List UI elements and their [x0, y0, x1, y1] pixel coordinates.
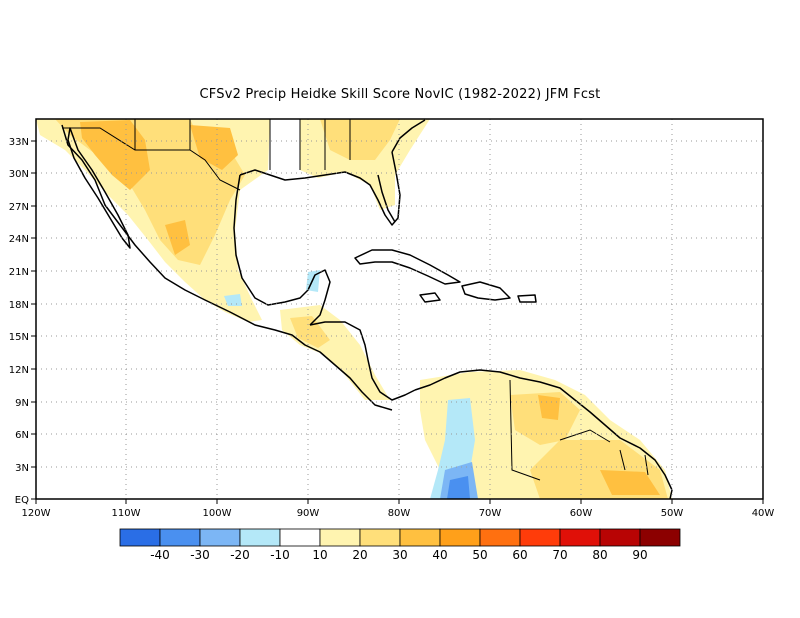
- colorbar-swatch: [359, 528, 401, 547]
- lon-label: 60W: [570, 508, 593, 519]
- lon-label: 50W: [661, 508, 684, 519]
- skill-shading: [36, 119, 672, 499]
- border-south-america: [509, 379, 649, 481]
- colorbar-label: -40: [150, 548, 170, 562]
- skill-region-blue-colombia-core: [447, 476, 470, 499]
- colorbar-swatch: [119, 528, 161, 547]
- axis-ticks: [31, 140, 764, 504]
- colorbar-swatch: [479, 528, 521, 547]
- colorbar-label: 50: [472, 548, 487, 562]
- colorbar-label: 90: [632, 548, 647, 562]
- borders: [62, 119, 649, 481]
- colorbar-label: 40: [432, 548, 447, 562]
- coast-ca-caribbean: [309, 321, 416, 401]
- colorbar-label: 10: [312, 548, 327, 562]
- lon-label: 80W: [388, 508, 411, 519]
- coast-jamaica: [419, 292, 441, 303]
- lat-label: 30N: [9, 169, 29, 180]
- colorbar-label: -20: [230, 548, 250, 562]
- colorbar-label: 60: [512, 548, 527, 562]
- coast-florida: [377, 174, 396, 223]
- colorbar-label: 20: [352, 548, 367, 562]
- colorbar-swatch: [199, 528, 241, 547]
- lat-label: 24N: [9, 234, 29, 245]
- colorbar-swatch: [159, 528, 201, 547]
- lat-label: 12N: [9, 365, 29, 376]
- colorbar-swatch: [279, 528, 321, 547]
- lon-labels: 120W 110W 100W 90W 80W 70W 60W 50W 40W: [22, 508, 775, 519]
- lon-label: 90W: [297, 508, 320, 519]
- coast-puerto-rico: [517, 294, 537, 303]
- colorbar-swatch: [439, 528, 481, 547]
- colorbar-swatch: [639, 528, 681, 547]
- skill-region-venezuela: [510, 392, 580, 445]
- lon-label: 110W: [112, 508, 141, 519]
- lat-label: 33N: [9, 137, 29, 148]
- lat-label: 21N: [9, 267, 29, 278]
- skill-region-venezuela-core: [538, 395, 560, 420]
- skill-region-blue-oaxaca: [224, 294, 242, 306]
- skill-region-texas: [190, 125, 238, 170]
- lat-label: 27N: [9, 202, 29, 213]
- coast-south-america: [414, 369, 673, 499]
- colorbar-swatch: [399, 528, 441, 547]
- colorbar-swatch: [319, 528, 361, 547]
- coast-cuba: [354, 249, 461, 285]
- border-us-states: [134, 119, 351, 170]
- colorbar-swatch: [559, 528, 601, 547]
- border-us-mexico: [62, 127, 241, 191]
- lon-label: 70W: [479, 508, 502, 519]
- coast-baja: [67, 127, 131, 249]
- colorbar-label: 80: [592, 548, 607, 562]
- colorbar-swatch: [599, 528, 641, 547]
- skill-region-brazil-north: [600, 470, 660, 495]
- lon-label: 100W: [203, 508, 232, 519]
- lat-label: 9N: [15, 398, 29, 409]
- colorbar-label: -30: [190, 548, 210, 562]
- colorbar-swatch: [239, 528, 281, 547]
- coast-mexico-pacific: [61, 124, 393, 411]
- gridlines: [36, 119, 763, 499]
- skill-region-central-mex: [165, 220, 190, 255]
- colorbar-label: 70: [552, 548, 567, 562]
- lon-label: 40W: [752, 508, 775, 519]
- colorbar-label: -10: [270, 548, 290, 562]
- coast-us-east: [391, 119, 426, 153]
- coast-gulf: [239, 151, 401, 226]
- lat-label: 3N: [15, 463, 29, 474]
- lat-label: 6N: [15, 430, 29, 441]
- lat-label: 18N: [9, 300, 29, 311]
- lat-label: EQ: [15, 495, 29, 506]
- lon-label: 120W: [22, 508, 51, 519]
- colorbar-label: 30: [392, 548, 407, 562]
- map-title: CFSv2 Precip Heidke Skill Score NovIC (1…: [199, 87, 601, 102]
- skill-region-se-us-mid: [320, 119, 400, 160]
- coast-hispaniola: [461, 281, 511, 301]
- colorbar: -40 -30 -20 -10 10 20 30 40 50 60 70 80 90: [119, 528, 681, 562]
- skill-region-ca-mid: [290, 316, 330, 348]
- coastlines: [61, 119, 673, 499]
- colorbar-swatch: [519, 528, 561, 547]
- lat-labels: EQ 3N 6N 9N 12N 15N 18N 21N 24N 27N 30N …: [9, 137, 29, 506]
- skill-region-mexico-core: [80, 120, 150, 190]
- lat-label: 15N: [9, 332, 29, 343]
- coast-gulf-west: [233, 174, 331, 326]
